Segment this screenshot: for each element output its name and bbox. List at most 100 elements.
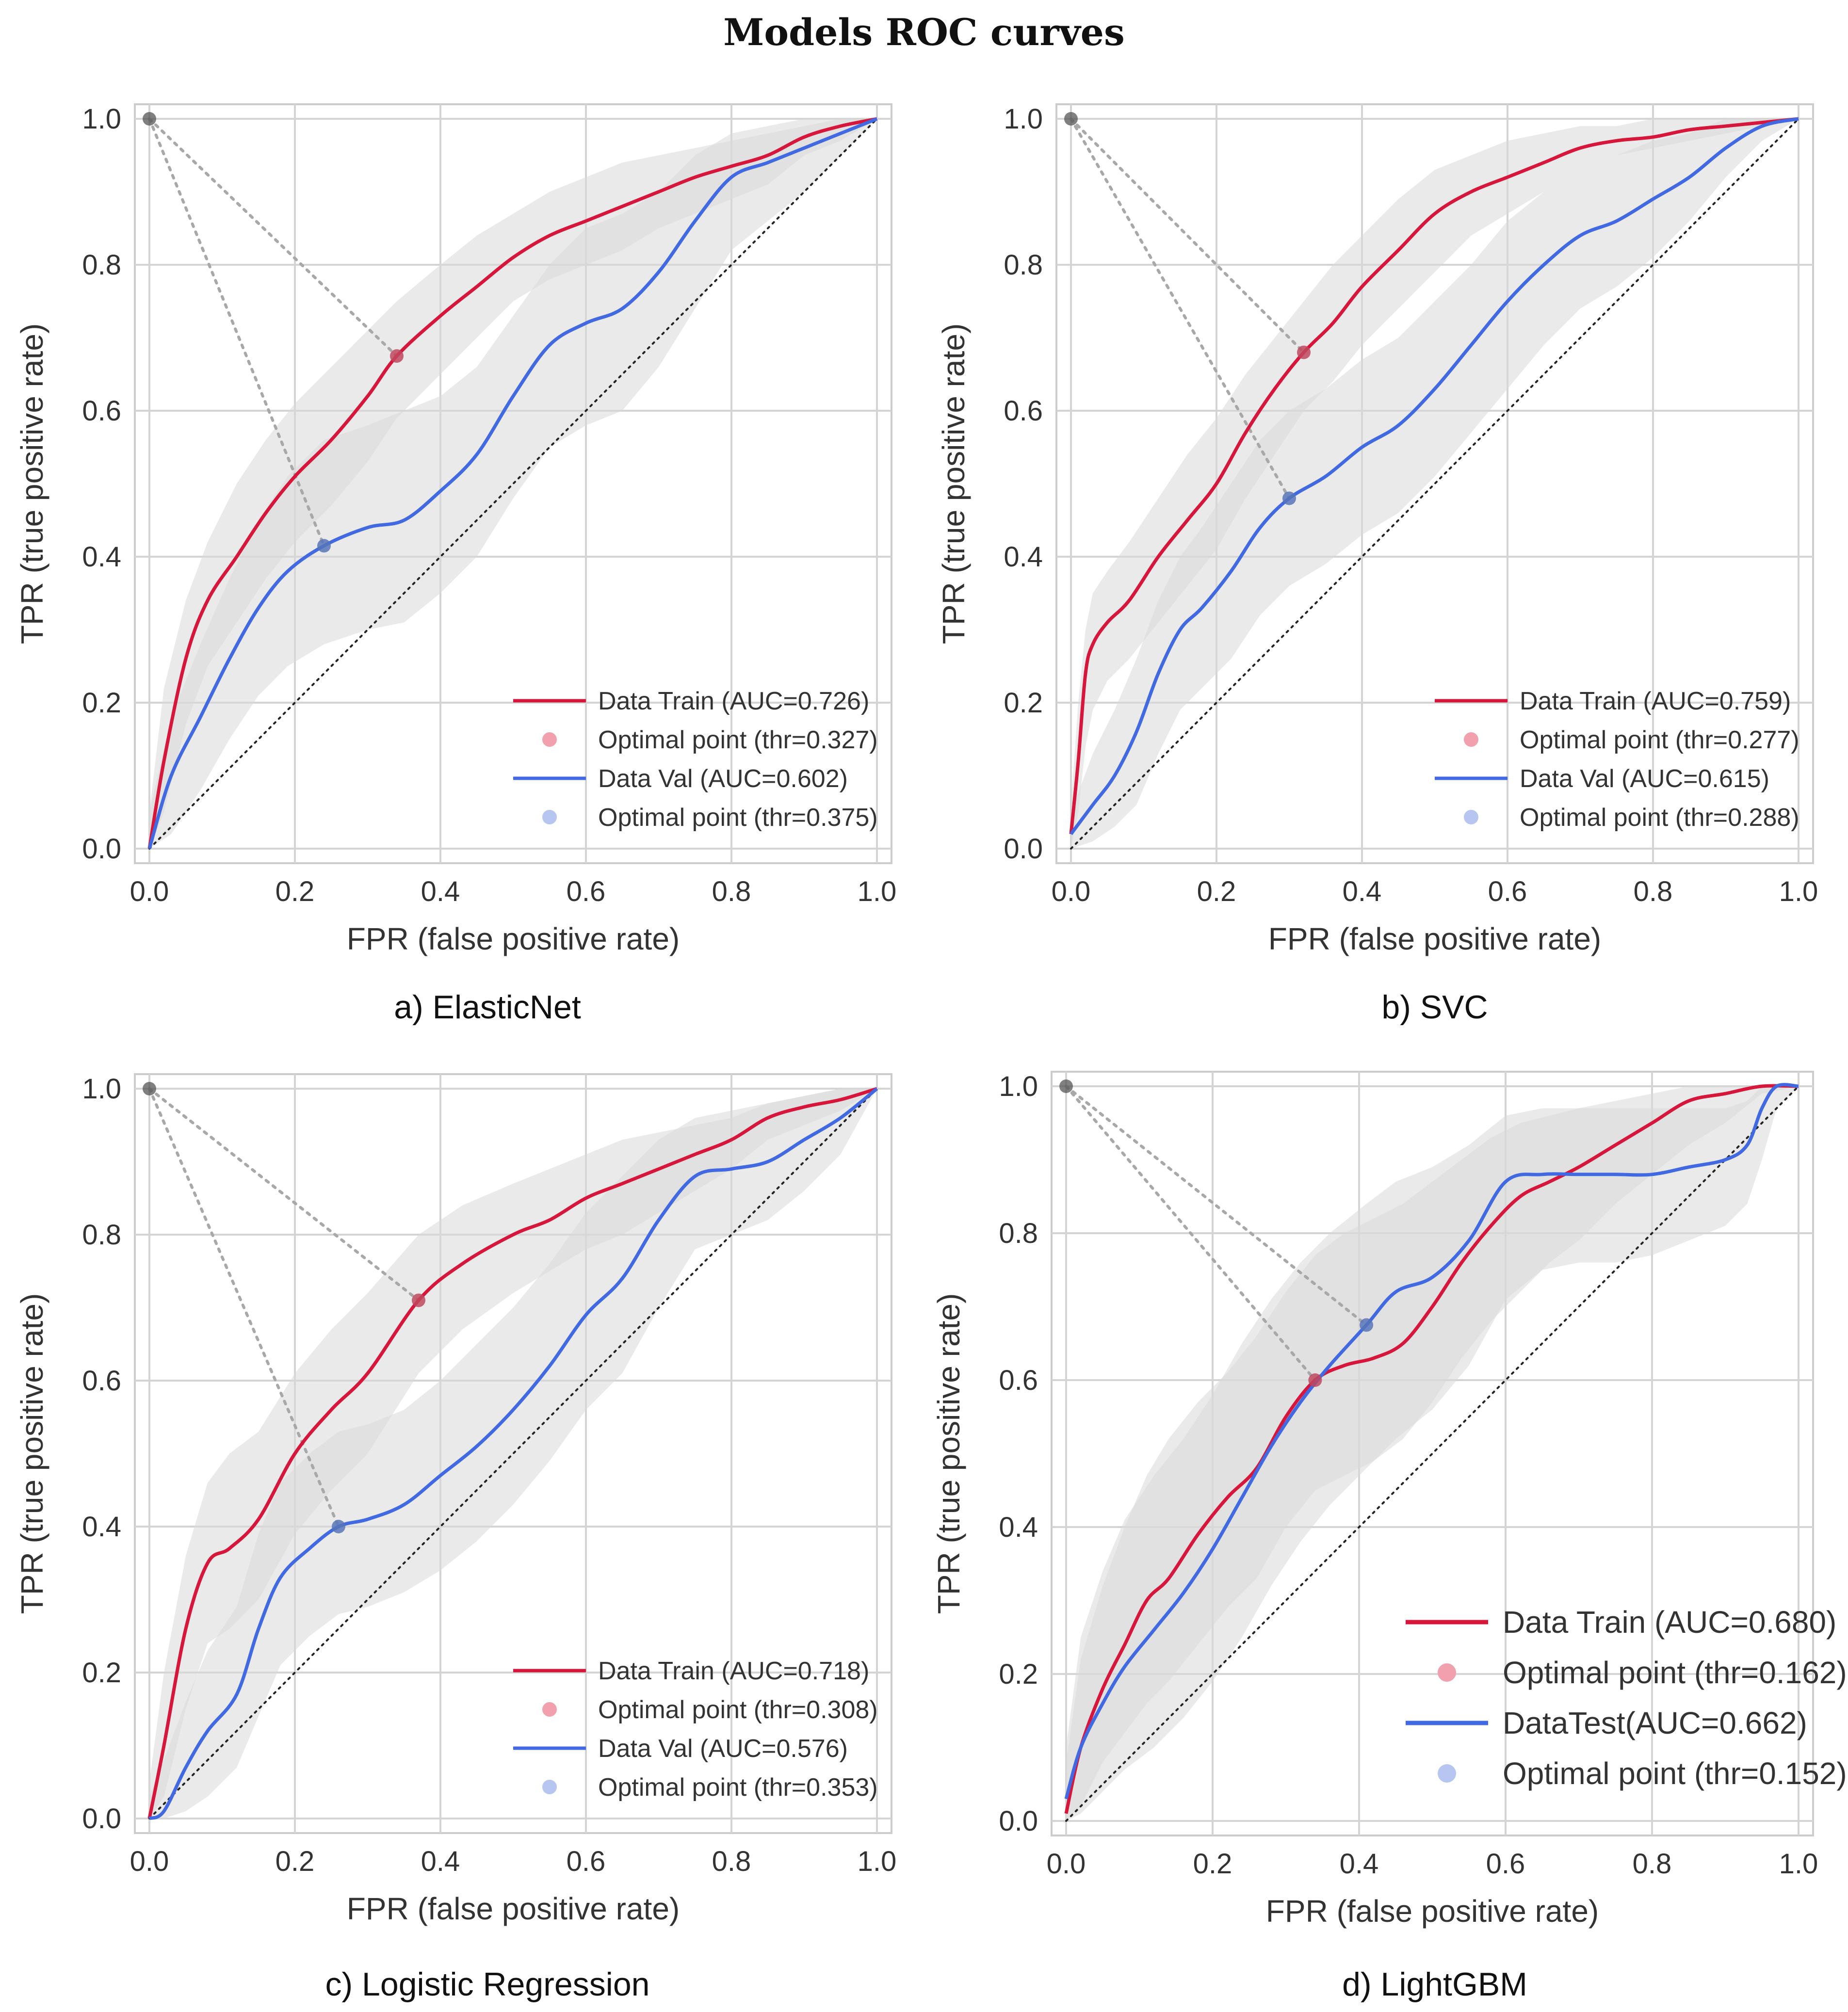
panel-c-train-roc-curve — [147, 1087, 878, 1819]
panel-c-y-tick-label: 1.0 — [82, 1073, 121, 1105]
panel-b-x-tick-label: 0.6 — [1488, 876, 1527, 907]
panel-b-frame — [1055, 103, 1814, 864]
panel-c-legend-train-point-swatch — [542, 1702, 557, 1717]
panel-b-legend-val-line-label: Data Val (AUC=0.615) — [1520, 765, 1769, 793]
panel-b-x-tick-label: 0.8 — [1634, 876, 1673, 907]
panel-d-val-roc-curve — [1064, 1083, 1799, 1800]
panel-d-y-tick-label: 0.2 — [999, 1658, 1038, 1690]
panel-c-train-optimal-point — [412, 1293, 425, 1307]
panel-d-x-tick-label: 0.2 — [1193, 1848, 1232, 1880]
panel-b-y-tick-label: 0.0 — [1004, 833, 1043, 865]
panel-a-legend-train-dot-label: Optimal point (thr=0.327) — [598, 726, 878, 754]
page-title: Models ROC curves — [723, 11, 1125, 54]
panel-b-x-tick-label: 0.0 — [1052, 876, 1091, 907]
panel-d-caption: d) LightGBM — [1342, 1966, 1527, 2003]
panel-d-y-axis-title: TPR (true positive rate) — [931, 1293, 966, 1614]
panel-a-y-tick-label: 1.0 — [82, 103, 121, 135]
panel-b-train-roc-curve — [1069, 117, 1799, 835]
panel-b-x-tick-label: 0.2 — [1197, 876, 1236, 907]
panel-b-legend-train-dot-label: Optimal point (thr=0.277) — [1520, 726, 1799, 754]
panel-c-y-tick-label: 0.4 — [82, 1511, 121, 1543]
panel-c-x-tick-label: 0.0 — [130, 1846, 169, 1877]
panel-c-train-confidence-band — [149, 1089, 877, 1819]
panel-a-x-tick-label: 0.8 — [712, 876, 751, 907]
panel-a-x-tick-label: 1.0 — [858, 876, 897, 907]
panel-a-x-axis-title: FPR (false positive rate) — [347, 921, 680, 956]
panel-a-perfect-classifier-point — [143, 112, 156, 126]
panel-a-val-optimal-point — [317, 539, 331, 553]
panel-d-legend-train-point-swatch — [1438, 1663, 1456, 1682]
panel-c-y-axis-title: TPR (true positive rate) — [15, 1293, 49, 1614]
panel-d-val-confidence-band — [1066, 1086, 1799, 1821]
panel-a-x-tick-label: 0.4 — [421, 876, 460, 907]
panel-b-train-confidence-band — [1071, 119, 1799, 849]
panel-b-y-tick-label: 0.6 — [1004, 395, 1043, 427]
panel-b-val-optimal-point — [1282, 491, 1296, 505]
panel-a-legend-train-line-label: Data Train (AUC=0.726) — [598, 687, 869, 715]
panel-d-frame — [1051, 1071, 1814, 1836]
panel-a-val-optimal-guide — [148, 117, 325, 547]
panel-c-chance-diagonal — [148, 1088, 878, 1819]
panel-d-train-optimal-guide — [1065, 1085, 1317, 1382]
panel-c-x-tick-label: 0.6 — [567, 1846, 606, 1877]
panel-d-train-roc-curve — [1064, 1084, 1799, 1814]
panel-d-x-tick-label: 0.8 — [1633, 1848, 1672, 1880]
panel-d-train-optimal-point — [1308, 1373, 1322, 1387]
panel-a-y-tick-label: 0.6 — [82, 395, 121, 427]
panel-d-plot: 0.0 0.0 0.2 0.2 0.4 0.4 0.6 0.6 0.8 0.8 1.0 1.0 FPR … — [931, 1071, 1847, 1929]
panel-d-legend-val-line-label: DataTest(AUC=0.662) — [1503, 1706, 1807, 1740]
panel-b-val-optimal-guide — [1070, 117, 1291, 500]
panel-b-y-tick-label: 0.8 — [1004, 249, 1043, 281]
panel-b-y-axis-title: TPR (true positive rate) — [936, 323, 971, 644]
panel-a-x-tick-label: 0.0 — [130, 876, 169, 907]
panel-d-x-tick-label: 0.4 — [1340, 1848, 1379, 1880]
panel-a-val-confidence-band — [149, 119, 877, 849]
panel-a-legend-train-point-swatch — [542, 732, 557, 747]
panel-b-val-roc-curve — [1070, 117, 1799, 835]
panel-c-y-tick-label: 0.2 — [82, 1657, 121, 1689]
panel-a-chance-diagonal — [148, 118, 878, 850]
panel-b-caption: b) SVC — [1381, 989, 1488, 1026]
panel-d-train-confidence-band — [1066, 1086, 1799, 1821]
panel-c-legend-train-dot-label: Optimal point (thr=0.308) — [598, 1696, 878, 1724]
panel-b-x-tick-label: 0.4 — [1343, 876, 1382, 907]
panel-a-train-confidence-band — [149, 119, 877, 849]
panel-d-val-optimal-point — [1360, 1318, 1374, 1332]
panel-d-x-axis-title: FPR (false positive rate) — [1266, 1894, 1599, 1929]
panel-c-y-tick-label: 0.6 — [82, 1365, 121, 1397]
panel-b-chance-diagonal — [1070, 118, 1799, 850]
panel-a-y-tick-label: 0.8 — [82, 249, 121, 281]
panel-a-train-optimal-guide — [148, 117, 398, 358]
panel-c-x-tick-label: 0.8 — [712, 1846, 751, 1877]
panel-a-y-axis-title: TPR (true positive rate) — [15, 323, 49, 644]
panel-c-val-roc-curve — [148, 1087, 878, 1820]
panel-c-x-tick-label: 1.0 — [858, 1846, 897, 1877]
panel-b-y-tick-label: 0.2 — [1004, 687, 1043, 719]
panel-b-x-axis-title: FPR (false positive rate) — [1268, 921, 1601, 956]
panel-a-val-roc-curve — [147, 117, 878, 850]
panel-b-legend-train-point-swatch — [1464, 732, 1478, 747]
panel-b-y-tick-label: 0.4 — [1004, 541, 1043, 573]
panel-d-val-optimal-guide — [1065, 1085, 1368, 1327]
panel-c-x-tick-label: 0.4 — [421, 1846, 460, 1877]
panel-c-legend-val-line-label: Data Val (AUC=0.576) — [598, 1735, 848, 1763]
panel-c-caption: c) Logistic Regression — [325, 1966, 650, 2003]
panel-d-y-tick-label: 0.4 — [999, 1512, 1038, 1543]
panel-d-y-tick-label: 0.8 — [999, 1218, 1038, 1249]
panel-a-y-tick-label: 0.0 — [82, 833, 121, 865]
panel-b-val-confidence-band — [1071, 119, 1799, 849]
panel-c-perfect-classifier-point — [143, 1082, 156, 1095]
panel-b-legend-val-dot-label: Optimal point (thr=0.288) — [1520, 804, 1799, 832]
panel-c-frame — [134, 1073, 892, 1834]
panel-d-y-tick-label: 0.6 — [999, 1365, 1038, 1396]
panel-d-legend-val-point-swatch — [1438, 1764, 1456, 1783]
panel-a-train-roc-curve — [147, 117, 877, 849]
panel-b-y-tick-label: 1.0 — [1004, 103, 1043, 135]
panel-c-y-tick-label: 0.8 — [82, 1219, 121, 1251]
panel-c-y-tick-label: 0.0 — [82, 1803, 121, 1835]
panel-c-train-optimal-guide — [148, 1087, 420, 1302]
panel-d-y-tick-label: 0.0 — [999, 1805, 1038, 1837]
